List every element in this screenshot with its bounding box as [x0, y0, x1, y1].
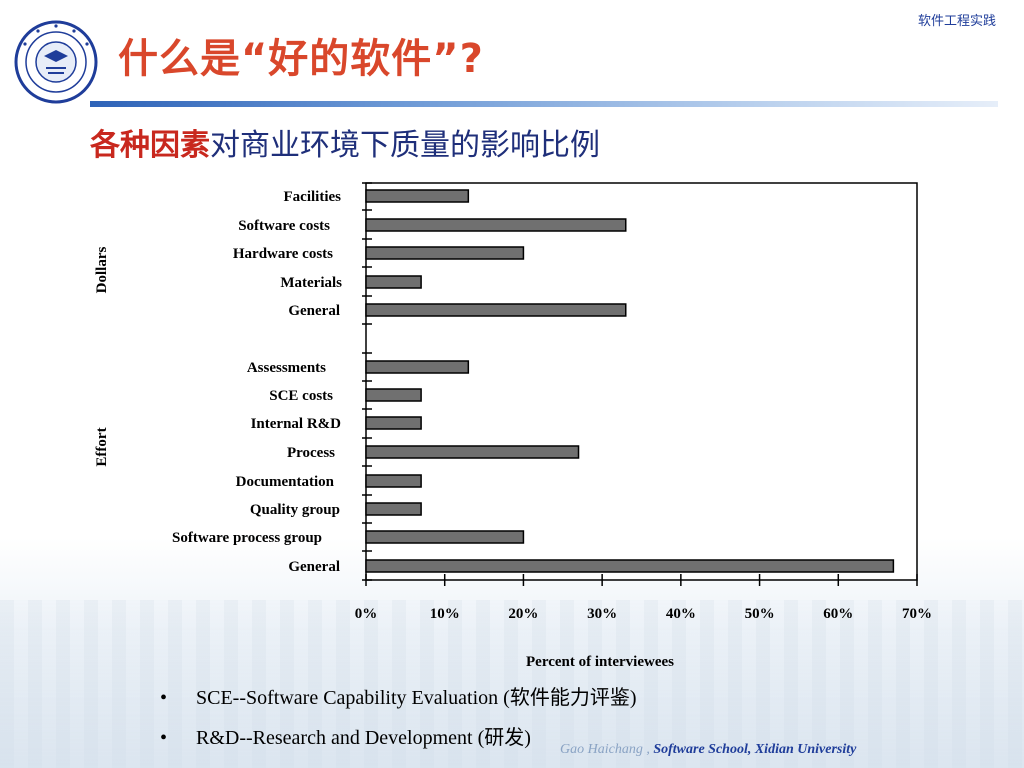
bullet-marker: • — [160, 687, 168, 709]
x-tick-label: 10% — [430, 606, 460, 622]
bar — [365, 360, 470, 374]
category-label: Process — [287, 445, 335, 461]
x-tick-label: 60% — [823, 606, 853, 622]
bullet-text: R&D--Research and Development (研发) — [196, 727, 531, 749]
group-label: Dollars — [94, 247, 110, 294]
category-label: General — [288, 559, 340, 575]
footer-school: Software School, Xidian University — [653, 742, 857, 757]
bullet-item: • SCE--Software Capability Evaluation (软件… — [160, 684, 636, 724]
x-tick-label: 20% — [508, 606, 538, 622]
background-campus-image — [0, 600, 1024, 768]
bullet-marker: • — [160, 727, 168, 749]
bullet-text: SCE--Software Capability Evaluation (软件能… — [196, 687, 637, 709]
bullet-item: • R&D--Research and Development (研发) — [160, 724, 636, 764]
subtitle-rest: 对商业环境下质量的影响比例 — [210, 128, 600, 163]
bar — [365, 303, 627, 317]
bar — [365, 530, 525, 544]
category-label: Assessments — [247, 360, 326, 376]
bar — [365, 189, 470, 203]
category-label: Facilities — [284, 189, 342, 205]
category-label: Internal R&D — [251, 416, 342, 432]
category-label: Software costs — [238, 218, 330, 234]
bullet-list: • SCE--Software Capability Evaluation (软件… — [160, 684, 636, 764]
category-label: Materials — [280, 275, 342, 291]
category-label: SCE costs — [269, 388, 333, 404]
bar — [365, 388, 422, 402]
bar — [365, 416, 422, 430]
x-tick-label: 0% — [355, 606, 378, 622]
category-label: Documentation — [236, 474, 335, 490]
bar — [365, 445, 580, 459]
group-label: Effort — [94, 427, 110, 466]
title-divider — [90, 101, 998, 107]
course-tag: 软件工程实践 — [917, 14, 996, 29]
x-tick-label: 30% — [587, 606, 617, 622]
bar — [365, 275, 422, 289]
x-tick-label: 70% — [902, 606, 932, 622]
category-label: Hardware costs — [233, 246, 333, 262]
footer-author: Gao Haichang , — [560, 742, 650, 757]
footer: Gao Haichang , Software School, Xidian U… — [560, 742, 856, 758]
bar — [365, 502, 422, 516]
university-seal-icon — [14, 20, 98, 104]
bar — [365, 246, 525, 260]
bar — [365, 559, 895, 573]
bar — [365, 218, 627, 232]
x-axis-title: Percent of interviewees — [526, 654, 674, 670]
page-subtitle: 各种因素对商业环境下质量的影响比例 — [90, 120, 600, 164]
bar-chart: Facilities Software costs Hardware costs Ma… — [94, 182, 932, 670]
category-label: Quality group — [250, 502, 340, 518]
subtitle-emphasis: 各种因素 — [90, 128, 210, 163]
category-label: Software process group — [172, 530, 322, 546]
category-label: General — [288, 303, 340, 319]
x-tick-label: 50% — [745, 606, 775, 622]
x-tick-label: 40% — [666, 606, 696, 622]
bar — [365, 474, 422, 488]
page-title: 什么是“好的软件”? — [118, 36, 484, 82]
plot-frame — [365, 182, 918, 581]
